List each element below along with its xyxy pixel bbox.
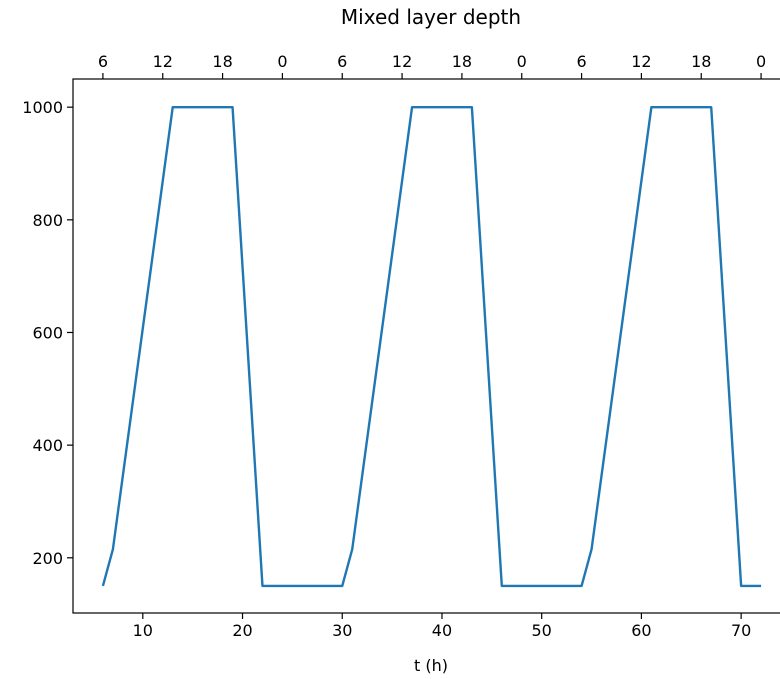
- x-tick-label: 70: [731, 621, 751, 640]
- top-tick-label: 6: [337, 52, 347, 71]
- top-tick-label: 18: [212, 52, 232, 71]
- x-tick-label: 10: [133, 621, 153, 640]
- plot-series: [101, 105, 762, 588]
- series-line: [101, 105, 762, 588]
- plot-frame: [72, 78, 780, 614]
- top-tick-label: 0: [517, 52, 527, 71]
- x-tick-label: 60: [631, 621, 651, 640]
- top-tick-label: 6: [98, 52, 108, 71]
- top-tick-label: 6: [576, 52, 586, 71]
- top-tick-label: 0: [277, 52, 287, 71]
- x-tick-label: 50: [532, 621, 552, 640]
- y-tick-label: 400: [32, 436, 63, 455]
- top-tick-label: 12: [631, 52, 651, 71]
- x-axis-label: t (h): [414, 656, 448, 675]
- y-tick-label: 200: [32, 549, 63, 568]
- top-tick-label: 0: [756, 52, 766, 71]
- y-tick-label: 600: [32, 323, 63, 342]
- x-tick-label: 20: [232, 621, 252, 640]
- top-tick-label: 12: [392, 52, 412, 71]
- x-tick-label: 30: [332, 621, 352, 640]
- y-tick-label: 800: [32, 211, 63, 230]
- chart-title: Mixed layer depth: [341, 5, 521, 29]
- x-tick-label: 40: [432, 621, 452, 640]
- top-tick-label: 18: [691, 52, 711, 71]
- y-tick-label: 1000: [22, 98, 63, 117]
- top-tick-label: 12: [153, 52, 173, 71]
- top-tick-label: 18: [452, 52, 472, 71]
